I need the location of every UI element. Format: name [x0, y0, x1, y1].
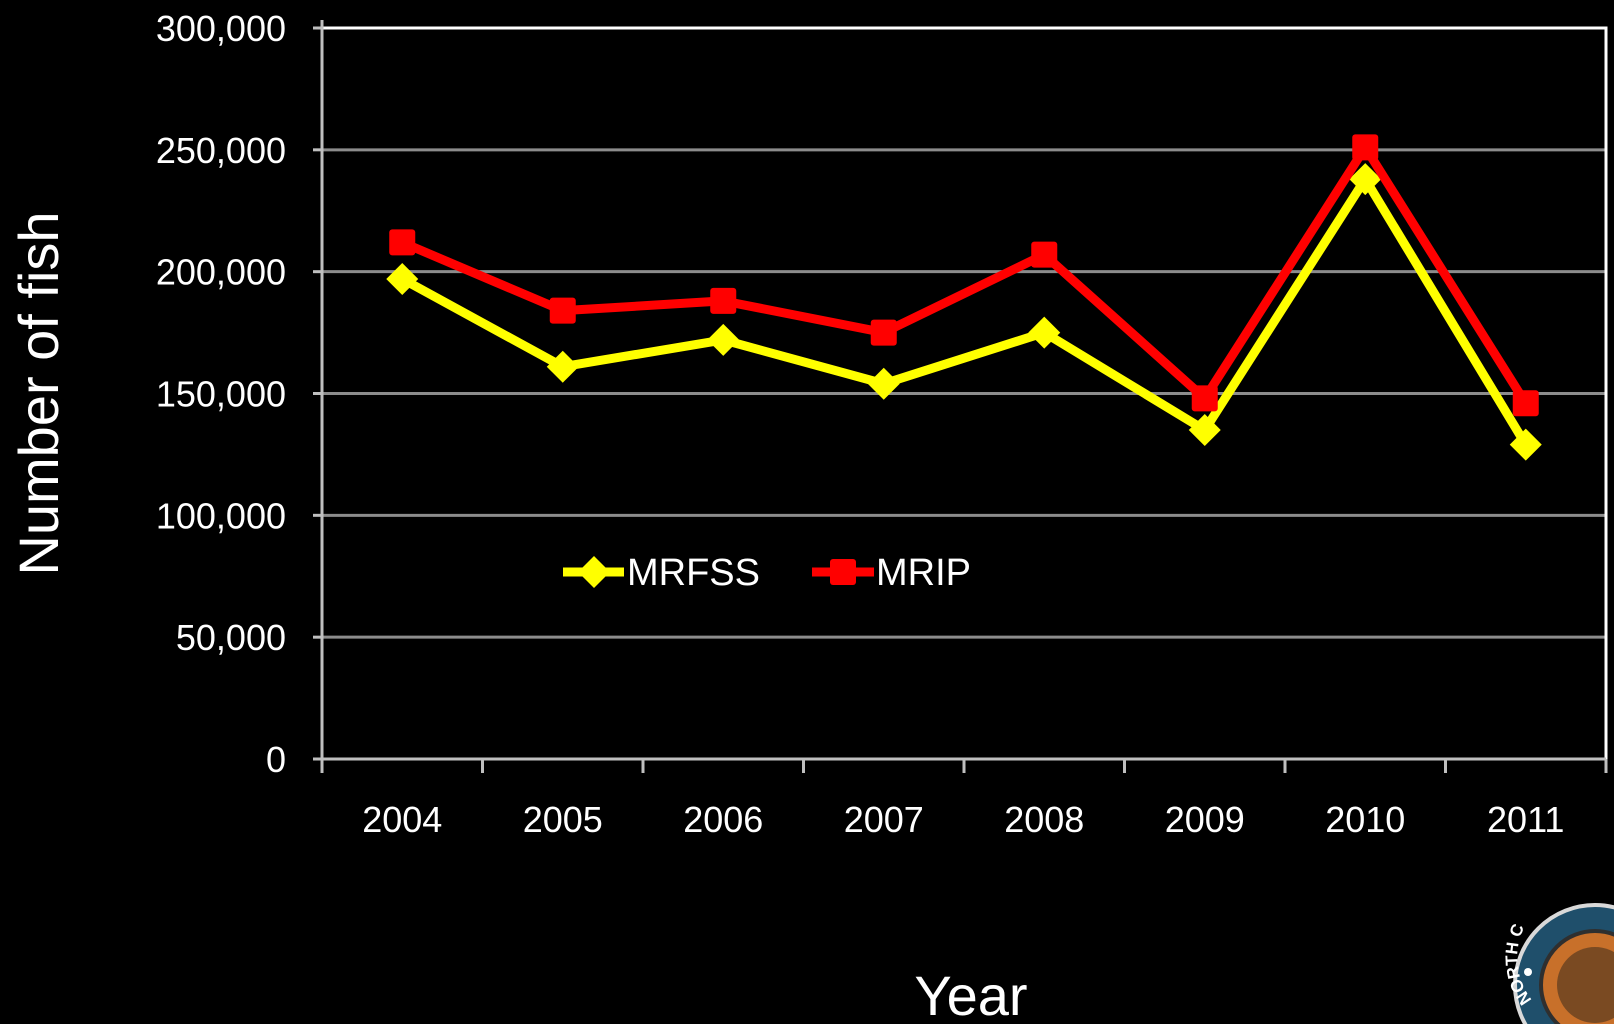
- fish-icon: [1557, 947, 1614, 1023]
- series: [386, 134, 1542, 461]
- x-tick-label: 2011: [1487, 799, 1564, 840]
- x-tick-label: 2004: [362, 799, 442, 840]
- x-tick-label: 2005: [523, 799, 603, 840]
- legend-label-mrip: MRIP: [876, 552, 971, 594]
- y-tick-label: 50,000: [176, 617, 286, 658]
- data-point: [1512, 390, 1539, 417]
- x-axis-title: Year: [914, 964, 1027, 1024]
- series-line: [400, 142, 1530, 406]
- x-tick-label: 2008: [1004, 799, 1084, 840]
- data-point: [1031, 241, 1058, 268]
- data-point: [707, 323, 740, 356]
- legend-item-mrfss: MRFSS: [563, 552, 760, 594]
- x-tick-label: 2009: [1165, 799, 1245, 840]
- y-tick-label: 250,000: [156, 130, 286, 171]
- legend: MRFSS MRIP: [563, 552, 971, 594]
- y-tick-label: 200,000: [156, 252, 286, 293]
- data-point: [389, 229, 416, 256]
- gridlines: [322, 148, 1606, 639]
- data-point: [710, 287, 737, 314]
- data-point: [1028, 316, 1061, 349]
- data-point: [1191, 385, 1218, 412]
- axes: [313, 20, 1608, 773]
- data-point: [1349, 163, 1382, 196]
- legend-marker-mrfss: [578, 556, 610, 588]
- x-tick-label: 2010: [1325, 799, 1405, 840]
- data-point: [549, 297, 576, 324]
- x-tick-label: 2007: [844, 799, 924, 840]
- data-point: [1188, 414, 1221, 447]
- series-mrfss: [386, 163, 1542, 461]
- legend-item-mrip: MRIP: [812, 552, 971, 594]
- y-tick-label: 150,000: [156, 374, 286, 415]
- data-point: [1509, 428, 1542, 461]
- data-point: [1352, 134, 1379, 161]
- y-tick-labels: 0 50,000 100,000 150,000 200,000 250,000 300,0…: [156, 8, 286, 780]
- series-mrip: [389, 134, 1539, 417]
- series-line: [400, 174, 1530, 447]
- y-tick-label: 0: [266, 739, 286, 780]
- y-tick-label: 300,000: [156, 8, 286, 49]
- state-seal-logo: NORTH C: [1502, 903, 1614, 1024]
- legend-label-mrfss: MRFSS: [627, 552, 760, 594]
- x-tick-labels: 2004 2005 2006 2007 2008 2009 2010 2011: [362, 799, 1564, 840]
- y-tick-label: 100,000: [156, 495, 286, 536]
- data-point: [386, 262, 419, 295]
- legend-marker-mrip: [830, 559, 856, 585]
- data-point: [546, 350, 579, 383]
- x-tick-label: 2006: [683, 799, 763, 840]
- y-axis-title: Number of fish: [7, 211, 70, 575]
- seal-dot: [1524, 968, 1532, 976]
- data-point: [867, 367, 900, 400]
- data-point: [870, 319, 897, 346]
